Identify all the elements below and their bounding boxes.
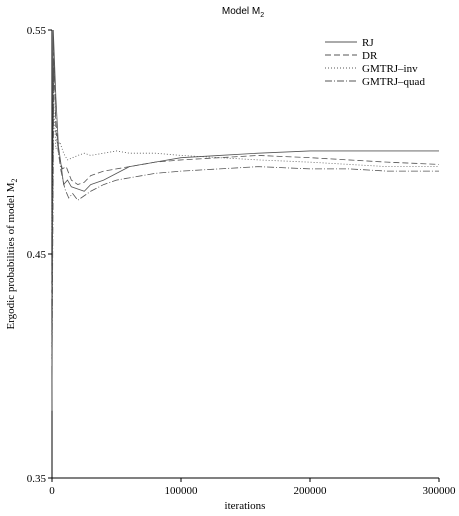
legend-label-2: DR: [362, 50, 378, 62]
chart-title: Model M2: [222, 6, 264, 19]
y-tick-label: 0.55: [27, 25, 47, 37]
legend-label-3: GMTRJ–inv: [362, 63, 418, 75]
x-tick-label: 200000: [294, 485, 328, 497]
tick-group: 0 100000 200000 300000 0.35 0.45 0.55: [27, 25, 456, 497]
y-tick-label: 0.45: [27, 249, 47, 261]
legend-label-4: GMTRJ–quad: [362, 76, 425, 88]
series-layer: [51, 29, 440, 411]
series-line-2: [51, 52, 440, 299]
series-line-4: [51, 63, 439, 367]
series-line-1: [51, 29, 439, 411]
x-tick-label: 100000: [165, 485, 199, 497]
series-line-3: [51, 97, 439, 232]
x-tick-label: 0: [49, 485, 55, 497]
x-axis-label: iterations: [225, 500, 266, 512]
x-tick-label: 300000: [423, 485, 457, 497]
y-tick-label: 0.35: [27, 473, 47, 485]
y-axis-label: Ergodic probabilities of model M2: [5, 178, 19, 329]
legend-label-1: RJ: [362, 37, 374, 49]
